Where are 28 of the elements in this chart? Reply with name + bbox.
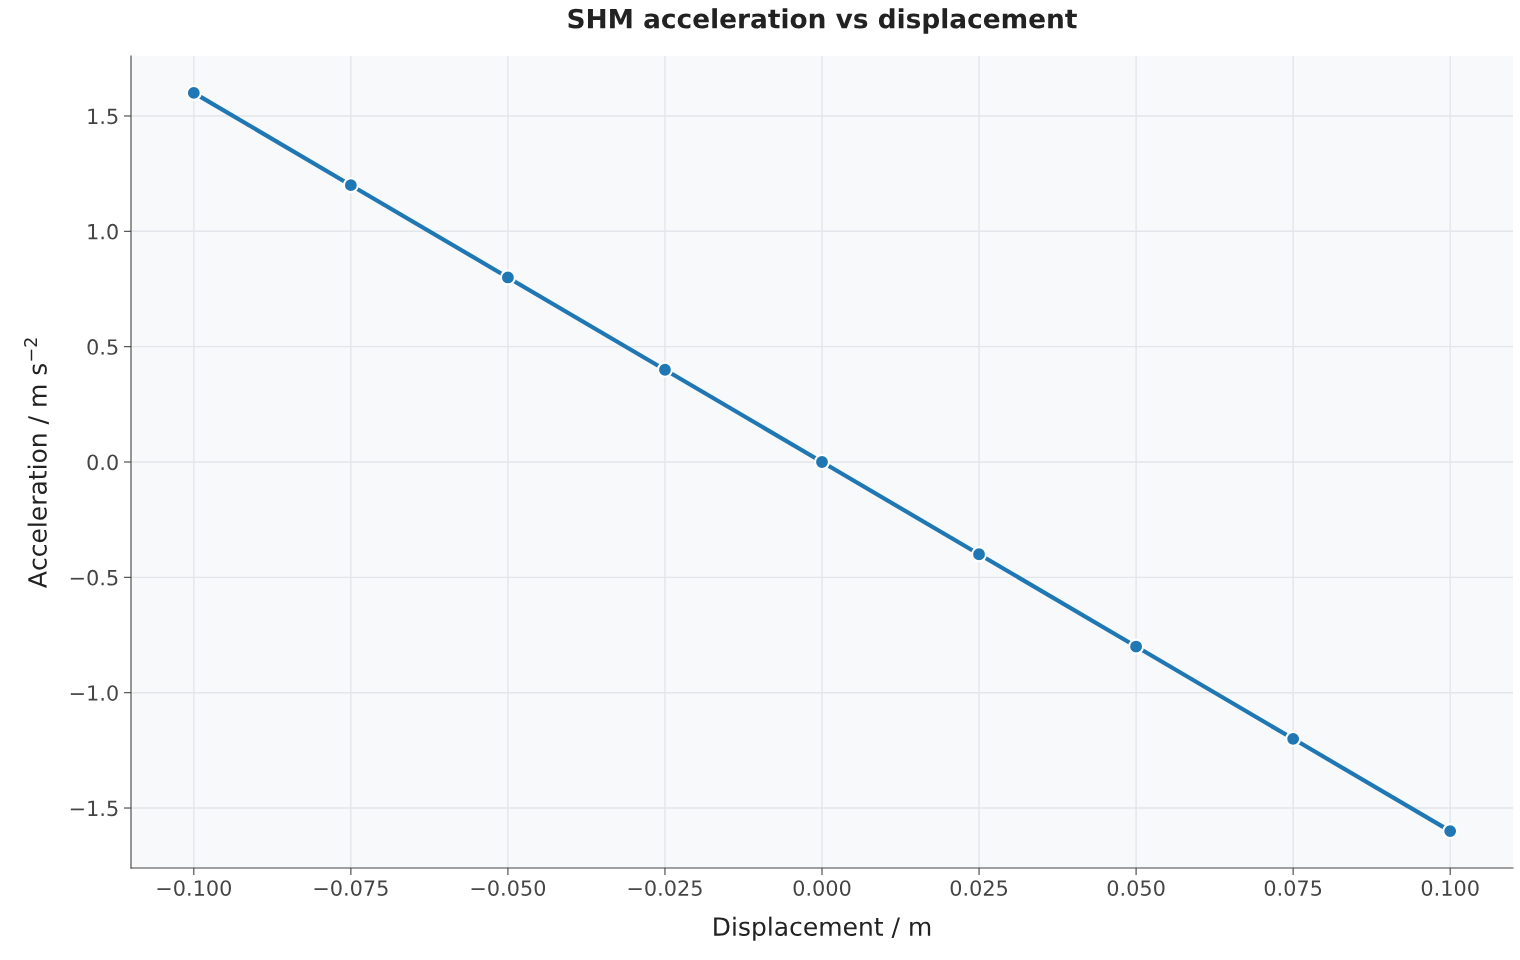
point (971, 546, 988, 563)
x-tick-label: 0.000 (793, 880, 851, 896)
y-tick-label: −0.5 (70, 569, 118, 586)
x-tick-label: 0.075 (1264, 880, 1322, 896)
point (1285, 730, 1302, 747)
y-tick-label: −1.0 (70, 685, 118, 701)
x-tick-label: 0.025 (950, 880, 1008, 896)
y-tick-label: 1.0 (88, 223, 118, 240)
point (342, 177, 359, 194)
x-tick-label: 0.100 (1421, 880, 1479, 896)
x-axis-title: Displacement / m (714, 916, 931, 941)
point (499, 269, 516, 286)
point (656, 361, 673, 378)
x-tick-label: −0.075 (314, 880, 388, 896)
y-tick-label: 1.5 (88, 108, 118, 125)
x-tick-label: 0.050 (1107, 880, 1165, 896)
point (185, 84, 202, 101)
x-tick-label: −0.100 (157, 880, 231, 896)
y-tick-label: 0.0 (87, 454, 118, 471)
y-tick-label: 0.5 (87, 339, 118, 355)
y-axis-title: Acceleration / m s$^{−2}$ (23, 338, 49, 588)
x-tick-label: −0.025 (628, 880, 702, 896)
point (1442, 823, 1459, 840)
y-tick-label: −1.5 (70, 800, 118, 817)
point (1128, 638, 1145, 655)
chart-title: SHM acceleration vs displacement (568, 8, 1077, 34)
x-tick-label: −0.050 (471, 880, 546, 896)
point (814, 454, 830, 470)
